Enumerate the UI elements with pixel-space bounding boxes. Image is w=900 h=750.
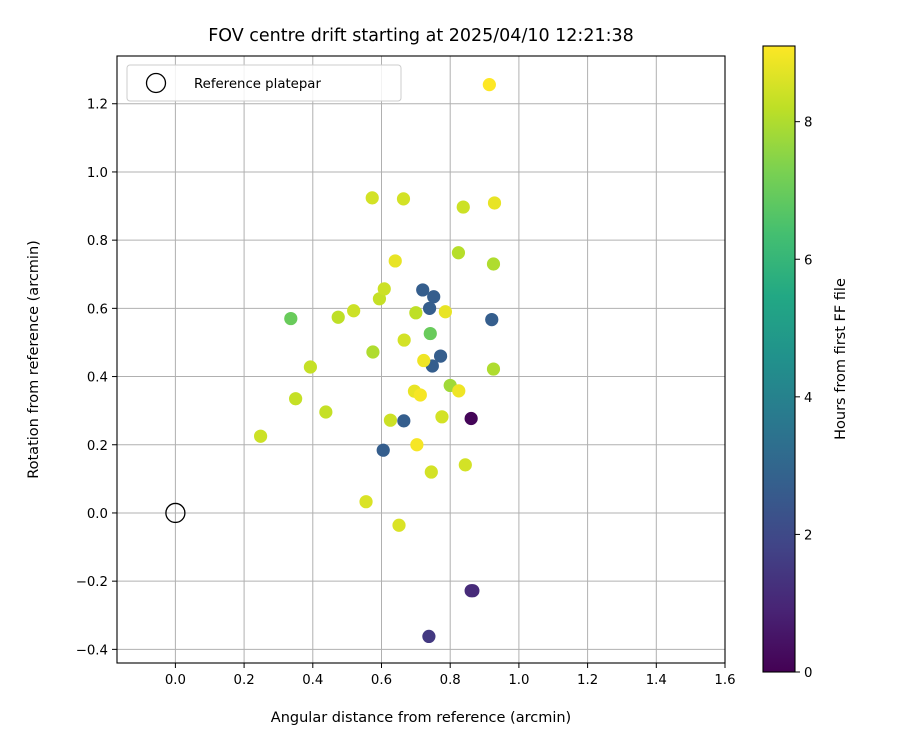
x-tick-label: 0.4 (302, 673, 323, 688)
reference-marker-layer (165, 502, 186, 524)
scatter-point (289, 392, 303, 406)
scatter-point (438, 305, 452, 319)
scatter-point (451, 246, 466, 260)
x-tick-label: 0.2 (234, 673, 255, 688)
scatter-point (388, 254, 402, 268)
y-tick-label: 0.6 (87, 302, 108, 317)
scatter-point (365, 191, 379, 205)
y-axis-label: Rotation from reference (arcmin) (26, 240, 42, 479)
scatter-point (372, 292, 387, 306)
scatter-point (383, 413, 398, 427)
colorbar-ticks: 0 2 4 6 8 (795, 116, 812, 681)
scatter-point (319, 405, 333, 419)
scatter-point (424, 465, 438, 479)
scatter-point (435, 410, 449, 424)
scatter-point (396, 192, 411, 206)
scatter-point (397, 414, 411, 428)
scatter-point (417, 353, 431, 368)
y-tick-label: 0.2 (87, 439, 108, 454)
colorbar: 0 2 4 6 8 Hours from first FF file (762, 45, 849, 681)
x-tick-label: 1.4 (646, 673, 667, 688)
y-tick-label: 1.2 (87, 98, 108, 113)
scatter-point (456, 200, 470, 214)
y-tick-label: 0.4 (87, 371, 108, 386)
scatter-point (427, 290, 441, 304)
colorbar-tick-label: 8 (804, 116, 812, 131)
scatter-point (486, 257, 501, 271)
scatter-point (422, 301, 437, 315)
scatter-point (392, 518, 406, 532)
colorbar-frame (762, 45, 796, 673)
legend-box (126, 64, 402, 102)
legend-label-reference-platepar: Reference platepar (194, 77, 321, 92)
scatter-point (410, 438, 424, 452)
scatter-point (366, 345, 380, 359)
scatter-point (359, 495, 373, 509)
y-tick-label: −0.4 (76, 643, 108, 658)
x-tick-label: 0.6 (371, 673, 392, 688)
scatter-point (303, 360, 317, 374)
scatter-point (482, 78, 496, 92)
colorbar-tick-label: 4 (804, 391, 812, 406)
x-tick-label: 0.8 (440, 673, 461, 688)
y-tick-label: 0.0 (87, 507, 108, 522)
scatter-point (253, 429, 268, 443)
scatter-point (284, 311, 298, 326)
scatter-point (376, 443, 390, 457)
legend-open-circle-marker (145, 72, 167, 94)
reference-platepar-marker (165, 502, 186, 524)
colorbar-tick-label: 0 (804, 666, 812, 681)
colorbar-gradient (763, 46, 795, 672)
y-tick-label: 0.8 (87, 234, 108, 249)
y-axis-ticks: −0.4 −0.2 0.0 0.2 0.4 0.6 0.8 1.0 1.2 (76, 98, 117, 658)
colorbar-tick-label: 6 (804, 253, 812, 268)
legend: Reference platepar (126, 64, 402, 102)
scatter-point (422, 629, 436, 644)
scatter-point (409, 306, 423, 320)
colorbar-label: Hours from first FF file (833, 278, 849, 440)
x-tick-label: 1.0 (508, 673, 529, 688)
scatter-point (487, 196, 502, 210)
scatter-point (486, 362, 501, 376)
y-tick-label: 1.0 (87, 166, 108, 181)
scatter-point (347, 304, 361, 318)
x-axis-label: Angular distance from reference (arcmin) (271, 710, 571, 726)
chart-title: FOV centre drift starting at 2025/04/10 … (208, 26, 634, 46)
x-tick-label: 0.0 (165, 673, 186, 688)
scatter-point (464, 411, 478, 426)
colorbar-tick-label: 2 (804, 528, 812, 543)
scatter-point (452, 384, 466, 398)
x-tick-label: 1.2 (577, 673, 598, 688)
scatter-point (464, 584, 478, 598)
scatter-point (423, 326, 437, 341)
scatter-point (458, 458, 472, 472)
scatter-point (377, 282, 391, 296)
scatter-point (433, 349, 448, 363)
x-tick-label: 1.6 (714, 673, 735, 688)
scatter-point (416, 283, 430, 297)
scatter-point (413, 388, 427, 402)
scatter-point (485, 313, 499, 327)
y-tick-label: −0.2 (76, 575, 108, 590)
scatter-point (397, 333, 411, 347)
data-points (253, 78, 502, 644)
scatter-point (331, 310, 345, 324)
x-axis-ticks: 0.0 0.2 0.4 0.6 0.8 1.0 1.2 1.4 1.6 (165, 663, 736, 688)
plot-frame (116, 55, 726, 664)
